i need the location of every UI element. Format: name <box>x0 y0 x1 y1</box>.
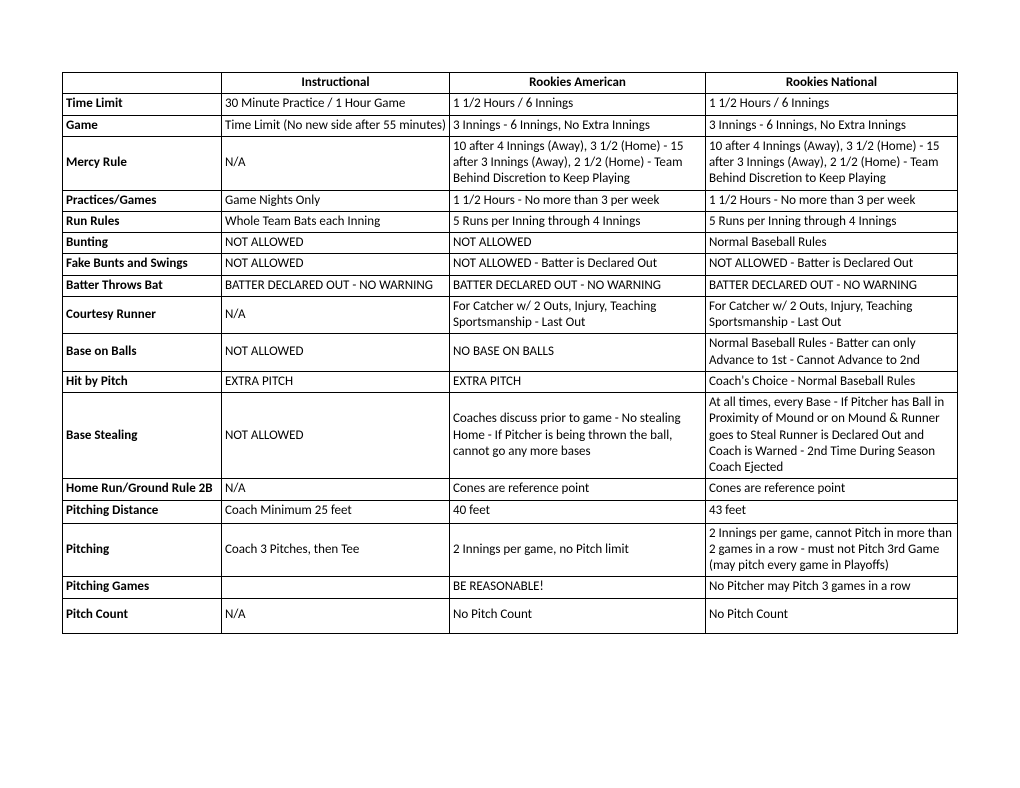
cell: EXTRA PITCH <box>222 371 450 392</box>
table-row: Game Time Limit (No new side after 55 mi… <box>63 115 958 136</box>
cell: BATTER DECLARED OUT - NO WARNING <box>706 275 958 296</box>
row-label: Practices/Games <box>63 190 222 211</box>
row-label: Pitching <box>63 523 222 577</box>
header-rookies-american: Rookies American <box>450 73 706 94</box>
cell: For Catcher w/ 2 Outs, Injury, Teaching … <box>450 296 706 334</box>
cell: 43 feet <box>706 500 958 523</box>
cell: 10 after 4 Innings (Away), 3 1/2 (Home) … <box>706 136 958 190</box>
cell: At all times, every Base - If Pitcher ha… <box>706 393 958 479</box>
row-label: Run Rules <box>63 211 222 232</box>
cell: NOT ALLOWED <box>222 334 450 372</box>
row-label: Hit by Pitch <box>63 371 222 392</box>
cell: No Pitcher may Pitch 3 games in a row <box>706 577 958 598</box>
cell: 2 Innings per game, no Pitch limit <box>450 523 706 577</box>
table-row: Pitching Games BE REASONABLE! No Pitcher… <box>63 577 958 598</box>
row-label: Base Stealing <box>63 393 222 479</box>
page-container: Instructional Rookies American Rookies N… <box>0 0 1020 634</box>
cell: EXTRA PITCH <box>450 371 706 392</box>
cell: Whole Team Bats each Inning <box>222 211 450 232</box>
row-label: Pitching Games <box>63 577 222 598</box>
cell: 1 1/2 Hours - No more than 3 per week <box>450 190 706 211</box>
cell: NOT ALLOWED <box>222 393 450 479</box>
cell: N/A <box>222 296 450 334</box>
table-row: Batter Throws Bat BATTER DECLARED OUT - … <box>63 275 958 296</box>
cell: BE REASONABLE! <box>450 577 706 598</box>
cell: NOT ALLOWED <box>222 254 450 275</box>
cell: N/A <box>222 598 450 633</box>
cell: No Pitch Count <box>706 598 958 633</box>
cell: 2 Innings per game, cannot Pitch in more… <box>706 523 958 577</box>
row-label: Bunting <box>63 233 222 254</box>
table-row: Practices/Games Game Nights Only 1 1/2 H… <box>63 190 958 211</box>
row-label: Base on Balls <box>63 334 222 372</box>
rules-table: Instructional Rookies American Rookies N… <box>62 72 958 634</box>
table-row: Courtesy Runner N/A For Catcher w/ 2 Out… <box>63 296 958 334</box>
cell: Coach Minimum 25 feet <box>222 500 450 523</box>
cell: 5 Runs per Inning through 4 Innings <box>450 211 706 232</box>
table-row: Pitch Count N/A No Pitch Count No Pitch … <box>63 598 958 633</box>
cell: Normal Baseball Rules <box>706 233 958 254</box>
cell: 3 Innings - 6 Innings, No Extra Innings <box>450 115 706 136</box>
table-row: Bunting NOT ALLOWED NOT ALLOWED Normal B… <box>63 233 958 254</box>
table-row: Pitching Coach 3 Pitches, then Tee 2 Inn… <box>63 523 958 577</box>
cell: Cones are reference point <box>450 479 706 500</box>
cell: BATTER DECLARED OUT - NO WARNING <box>222 275 450 296</box>
row-label: Home Run/Ground Rule 2B <box>63 479 222 500</box>
table-row: Base on Balls NOT ALLOWED NO BASE ON BAL… <box>63 334 958 372</box>
cell: Cones are reference point <box>706 479 958 500</box>
cell: Coach 3 Pitches, then Tee <box>222 523 450 577</box>
table-row: Pitching Distance Coach Minimum 25 feet … <box>63 500 958 523</box>
header-instructional: Instructional <box>222 73 450 94</box>
cell: Time Limit (No new side after 55 minutes… <box>222 115 450 136</box>
row-label: Pitching Distance <box>63 500 222 523</box>
cell: N/A <box>222 136 450 190</box>
cell: Coaches discuss prior to game - No steal… <box>450 393 706 479</box>
cell: 1 1/2 Hours / 6 Innings <box>450 94 706 115</box>
header-blank <box>63 73 222 94</box>
cell <box>222 577 450 598</box>
cell: N/A <box>222 479 450 500</box>
row-label: Fake Bunts and Swings <box>63 254 222 275</box>
header-rookies-national: Rookies National <box>706 73 958 94</box>
cell: NOT ALLOWED - Batter is Declared Out <box>450 254 706 275</box>
cell: 40 feet <box>450 500 706 523</box>
cell: 10 after 4 Innings (Away), 3 1/2 (Home) … <box>450 136 706 190</box>
cell: Normal Baseball Rules - Batter can only … <box>706 334 958 372</box>
table-row: Fake Bunts and Swings NOT ALLOWED NOT AL… <box>63 254 958 275</box>
cell: 1 1/2 Hours / 6 Innings <box>706 94 958 115</box>
table-row: Mercy Rule N/A 10 after 4 Innings (Away)… <box>63 136 958 190</box>
table-row: Time Limit 30 Minute Practice / 1 Hour G… <box>63 94 958 115</box>
cell: Game Nights Only <box>222 190 450 211</box>
cell: Coach's Choice - Normal Baseball Rules <box>706 371 958 392</box>
cell: NOT ALLOWED - Batter is Declared Out <box>706 254 958 275</box>
row-label: Pitch Count <box>63 598 222 633</box>
cell: NOT ALLOWED <box>450 233 706 254</box>
cell: No Pitch Count <box>450 598 706 633</box>
cell: For Catcher w/ 2 Outs, Injury, Teaching … <box>706 296 958 334</box>
row-label: Time Limit <box>63 94 222 115</box>
row-label: Mercy Rule <box>63 136 222 190</box>
cell: NO BASE ON BALLS <box>450 334 706 372</box>
cell: NOT ALLOWED <box>222 233 450 254</box>
table-row: Base Stealing NOT ALLOWED Coaches discus… <box>63 393 958 479</box>
table-row: Home Run/Ground Rule 2B N/A Cones are re… <box>63 479 958 500</box>
row-label: Game <box>63 115 222 136</box>
row-label: Batter Throws Bat <box>63 275 222 296</box>
row-label: Courtesy Runner <box>63 296 222 334</box>
cell: 30 Minute Practice / 1 Hour Game <box>222 94 450 115</box>
cell: 1 1/2 Hours - No more than 3 per week <box>706 190 958 211</box>
table-row: Run Rules Whole Team Bats each Inning 5 … <box>63 211 958 232</box>
cell: 3 Innings - 6 Innings, No Extra Innings <box>706 115 958 136</box>
table-row: Hit by Pitch EXTRA PITCH EXTRA PITCH Coa… <box>63 371 958 392</box>
header-row: Instructional Rookies American Rookies N… <box>63 73 958 94</box>
cell: 5 Runs per Inning through 4 Innings <box>706 211 958 232</box>
cell: BATTER DECLARED OUT - NO WARNING <box>450 275 706 296</box>
